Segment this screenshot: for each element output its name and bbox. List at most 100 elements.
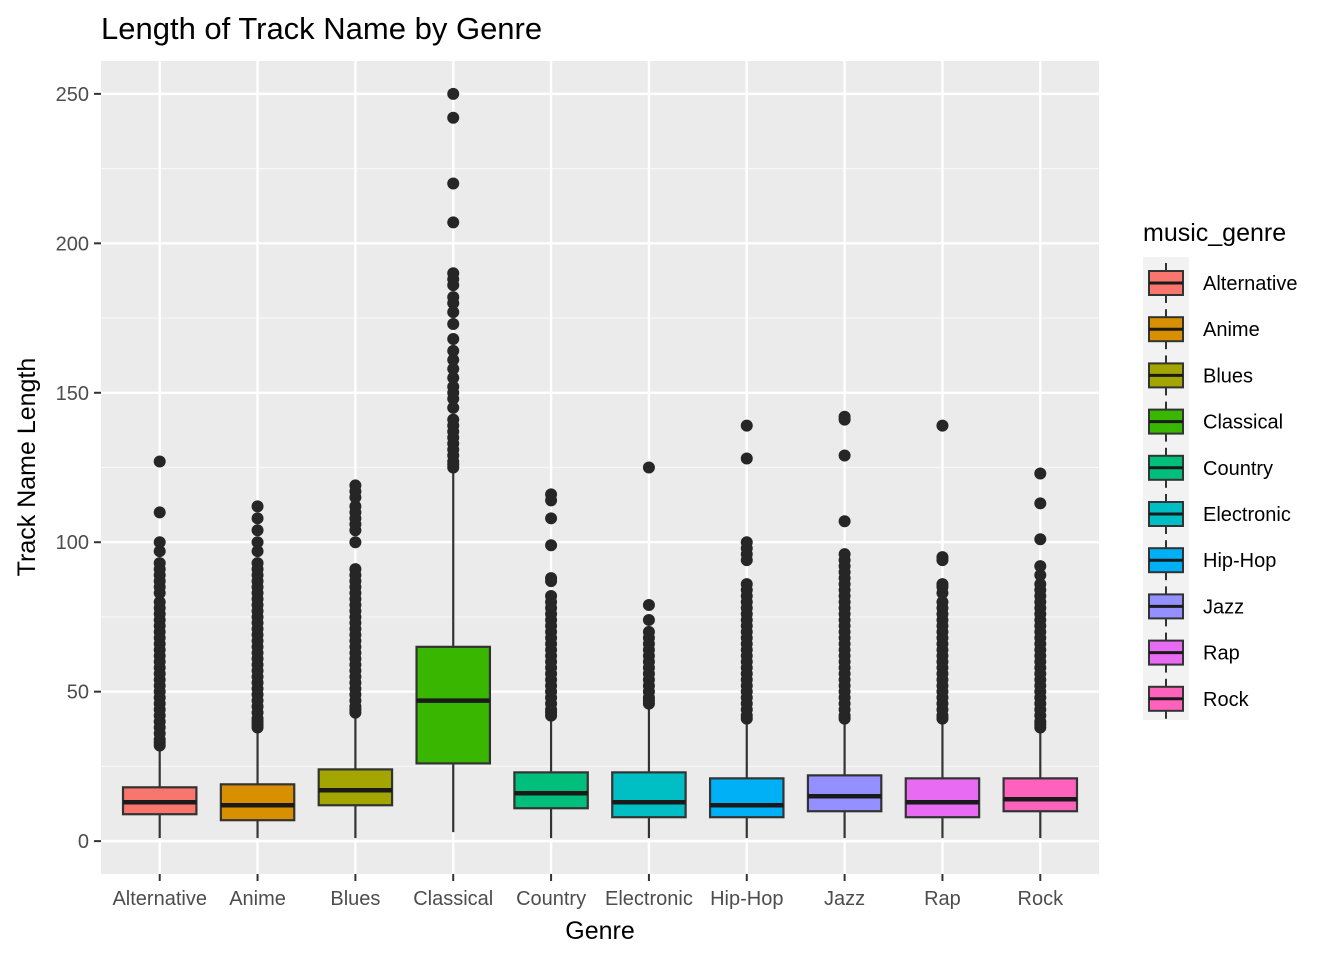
y-tick-label: 0 xyxy=(78,831,89,853)
box-iqr xyxy=(806,774,883,813)
x-tick-label: Blues xyxy=(330,888,380,910)
x-tick-label: Rock xyxy=(1018,888,1065,910)
outlier-point xyxy=(1034,533,1047,546)
x-tick-label: Rap xyxy=(924,888,961,910)
outlier-point xyxy=(153,536,166,549)
box-iqr xyxy=(708,777,785,819)
outlier-point xyxy=(838,449,851,462)
outlier-point xyxy=(153,545,166,558)
box-iqr xyxy=(513,771,589,810)
box-jazz xyxy=(806,410,883,839)
outlier-point xyxy=(251,524,264,537)
x-axis: Alternative Anime Blues Classical Country Ele… xyxy=(112,874,1064,910)
outlier-point xyxy=(545,512,558,525)
legend-item-blues: Blues xyxy=(1148,355,1253,396)
box-anime xyxy=(219,500,296,839)
outlier-point xyxy=(936,587,949,600)
outlier-point xyxy=(251,545,264,558)
legend-label: Rap xyxy=(1203,643,1240,665)
outlier-point xyxy=(447,279,460,292)
outlier-point xyxy=(545,575,558,588)
box-rock xyxy=(1002,467,1079,839)
x-tick-label: Jazz xyxy=(824,888,865,910)
legend-item-rock: Rock xyxy=(1148,678,1250,719)
box-country xyxy=(513,488,589,839)
outlier-point xyxy=(447,353,460,366)
outlier-point xyxy=(838,515,851,528)
x-tick-label: Hip-Hop xyxy=(710,888,783,910)
chart-title: Length of Track Name by Genre xyxy=(101,11,542,46)
y-tick-label: 100 xyxy=(56,532,89,554)
box-blues xyxy=(317,479,394,839)
outlier-point xyxy=(936,419,949,432)
y-axis-label: Track Name Length xyxy=(13,358,41,577)
outlier-point xyxy=(642,697,655,710)
box-alternative xyxy=(121,455,198,839)
outlier-point xyxy=(447,177,460,190)
outlier-point xyxy=(447,87,460,100)
outlier-point xyxy=(838,712,851,725)
outlier-point xyxy=(447,318,460,331)
outlier-point xyxy=(838,413,851,426)
outlier-point xyxy=(545,539,558,552)
box-hip-hop xyxy=(708,419,785,839)
outlier-point xyxy=(936,712,949,725)
legend-item-electronic: Electronic xyxy=(1148,494,1291,534)
box-classical xyxy=(415,87,492,833)
outlier-point xyxy=(447,461,460,474)
legend: music_genre Alternative Anime Blues Classic… xyxy=(1143,219,1298,720)
outlier-point xyxy=(447,344,460,357)
outlier-point xyxy=(545,709,558,722)
outlier-point xyxy=(447,362,460,375)
outlier-point xyxy=(642,613,655,626)
box-iqr xyxy=(1002,777,1079,813)
outlier-point xyxy=(447,216,460,229)
outlier-point xyxy=(1034,467,1047,480)
outlier-point xyxy=(349,536,362,549)
outlier-point xyxy=(447,306,460,319)
box-iqr xyxy=(904,777,981,819)
box-electronic xyxy=(611,461,687,839)
legend-title: music_genre xyxy=(1143,219,1286,247)
x-tick-label: Classical xyxy=(413,888,493,910)
outlier-point xyxy=(153,506,166,519)
box-iqr xyxy=(219,783,296,822)
legend-label: Hip-Hop xyxy=(1203,550,1276,572)
legend-items: Alternative Anime Blues Classical Country Ele… xyxy=(1143,257,1298,720)
outlier-point xyxy=(642,461,655,474)
outlier-point xyxy=(936,554,949,567)
x-axis-label: Genre xyxy=(565,917,634,945)
outlier-point xyxy=(153,455,166,468)
legend-item-hip-hop: Hip-Hop xyxy=(1148,540,1276,581)
legend-label: Electronic xyxy=(1203,504,1291,526)
outlier-point xyxy=(740,554,753,567)
outlier-point xyxy=(447,401,460,414)
legend-item-alternative: Alternative xyxy=(1148,263,1298,303)
legend-item-country: Country xyxy=(1148,447,1273,488)
outlier-point xyxy=(545,494,558,507)
box-layer xyxy=(121,87,1079,839)
outlier-point xyxy=(153,739,166,752)
legend-label: Rock xyxy=(1203,689,1250,711)
box-iqr xyxy=(611,771,687,819)
outlier-point xyxy=(349,524,362,537)
x-tick-label: Country xyxy=(516,888,586,910)
legend-item-classical: Classical xyxy=(1148,401,1283,442)
outlier-point xyxy=(740,452,753,465)
outlier-point xyxy=(447,332,460,345)
outlier-point xyxy=(447,111,460,124)
outlier-point xyxy=(251,536,264,549)
x-tick-label: Anime xyxy=(229,888,286,910)
legend-label: Blues xyxy=(1203,365,1253,387)
box-rap xyxy=(904,419,981,839)
y-tick-label: 200 xyxy=(56,233,89,255)
legend-label: Anime xyxy=(1203,319,1260,341)
legend-label: Classical xyxy=(1203,412,1283,434)
outlier-point xyxy=(251,500,264,513)
box-iqr xyxy=(317,768,394,807)
legend-label: Jazz xyxy=(1203,596,1244,618)
outlier-point xyxy=(349,706,362,719)
outlier-point xyxy=(153,587,166,600)
x-tick-label: Electronic xyxy=(605,888,693,910)
